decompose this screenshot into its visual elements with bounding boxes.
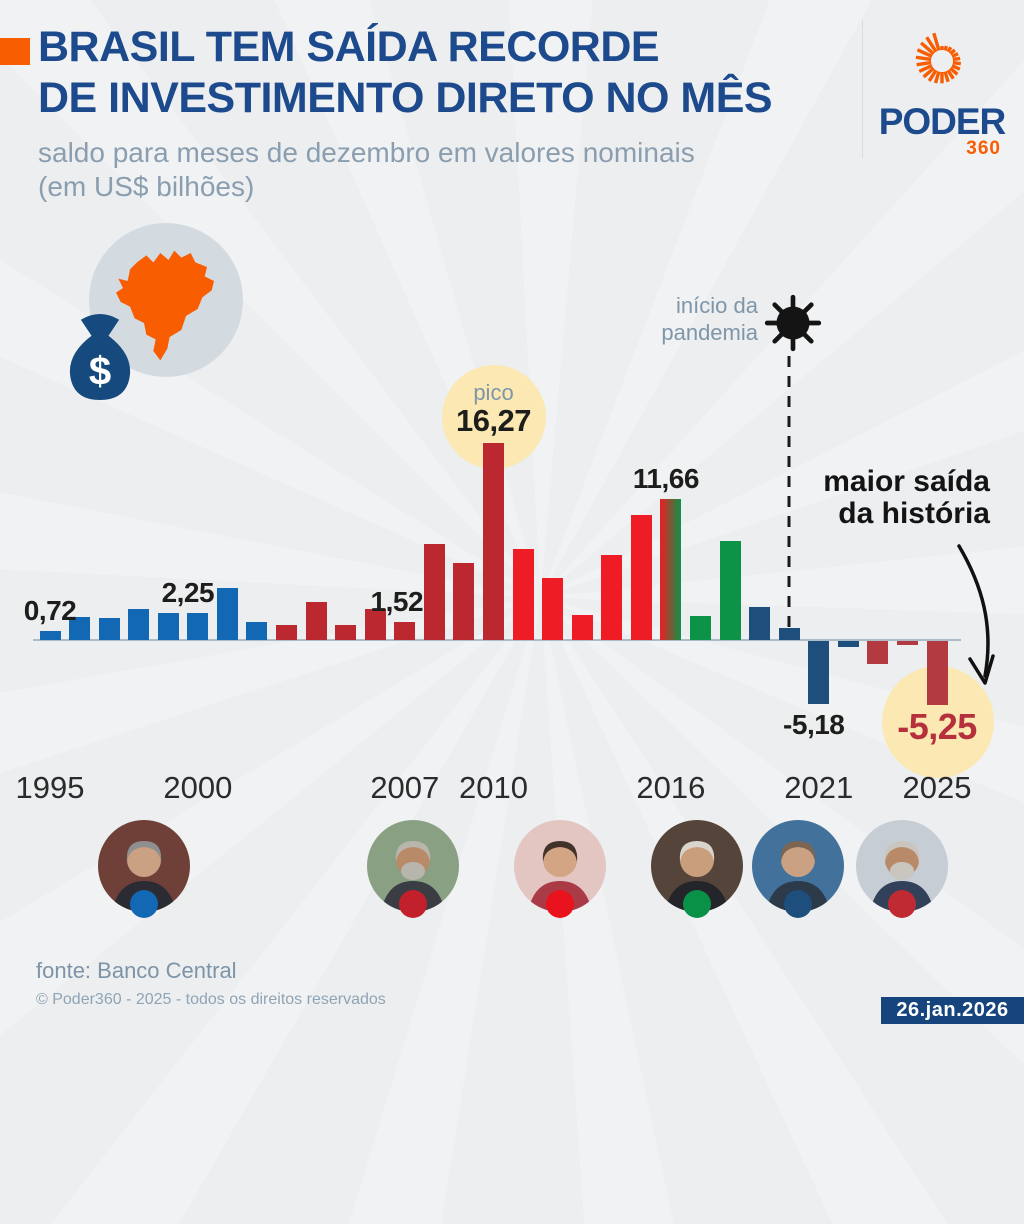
bar-2015 bbox=[630, 515, 652, 640]
term-color-dot-lula-2 bbox=[888, 890, 916, 918]
year-tick-1995: 1995 bbox=[15, 770, 85, 805]
poder360-logo: PODER 360 bbox=[874, 22, 1010, 159]
record-line-1: maior saída bbox=[823, 465, 990, 498]
president-bolsonaro bbox=[752, 820, 844, 918]
money-bag-icon: $ bbox=[69, 314, 131, 401]
year-tick-2007: 2007 bbox=[370, 770, 440, 805]
term-color-dot-dilma bbox=[546, 890, 574, 918]
peak-label: pico 16,27 bbox=[455, 380, 532, 439]
value-label-2021: -5,18 bbox=[783, 708, 845, 740]
bar-2019 bbox=[749, 607, 771, 640]
bar-2021 bbox=[808, 641, 830, 704]
title-line-1: BRASIL TEM SAÍDA RECORDE bbox=[38, 23, 660, 71]
value-label-2016: 11,66 bbox=[632, 462, 700, 494]
date-badge: 26.jan.2026 bbox=[881, 997, 1024, 1024]
year-tick-2016: 2016 bbox=[636, 770, 706, 805]
bar-2022 bbox=[837, 641, 859, 648]
year-tick-2021: 2021 bbox=[784, 770, 854, 805]
president-dilma bbox=[514, 820, 606, 918]
value-label-2010: 16,27 bbox=[455, 403, 532, 439]
source-credit: fonte: Banco Central bbox=[36, 958, 237, 983]
term-color-dot-fhc bbox=[130, 890, 158, 918]
x-axis-line bbox=[33, 639, 961, 641]
peak-tag: pico bbox=[473, 380, 514, 406]
year-tick-2000: 2000 bbox=[163, 770, 233, 805]
bar-2018 bbox=[719, 540, 741, 640]
bar-2025 bbox=[926, 641, 948, 705]
value-label-2025: -5,25 bbox=[897, 705, 977, 747]
value-label-2007: 1,52 bbox=[370, 585, 424, 617]
bar-2005 bbox=[335, 625, 357, 640]
bar-2017 bbox=[689, 615, 711, 640]
president-lula bbox=[367, 820, 459, 918]
logo-divider bbox=[862, 20, 863, 158]
bar-2016 bbox=[660, 498, 682, 640]
brazil-map-icon bbox=[116, 250, 214, 361]
bar-2002 bbox=[246, 621, 268, 640]
bar-2023 bbox=[867, 641, 889, 664]
record-annotation: maior saída da história bbox=[823, 466, 990, 530]
pandemic-annotation: início da pandemia bbox=[661, 292, 758, 346]
president-fhc bbox=[98, 820, 190, 918]
bar-1996 bbox=[69, 617, 91, 640]
bar-2020 bbox=[778, 627, 800, 640]
bar-2007 bbox=[394, 621, 416, 640]
bar-2011 bbox=[512, 549, 534, 640]
svg-text:$: $ bbox=[89, 349, 111, 394]
bar-1999 bbox=[157, 613, 179, 640]
logo-brand: PODER bbox=[878, 101, 1007, 142]
president-photo-fhc bbox=[98, 820, 190, 912]
pandemic-line-2: pandemia bbox=[661, 320, 758, 345]
bar-1998 bbox=[128, 608, 150, 640]
president-lula-2 bbox=[856, 820, 948, 918]
value-label-1995: 0,72 bbox=[23, 595, 77, 627]
copyright-text: © Poder360 - 2025 - todos os direitos re… bbox=[36, 991, 386, 1008]
bar-2009 bbox=[453, 562, 475, 640]
virus-icon bbox=[764, 294, 822, 352]
bar-2006 bbox=[364, 608, 386, 640]
page-subtitle: saldo para meses de dezembro em valores … bbox=[38, 136, 695, 204]
bar-2012 bbox=[542, 578, 564, 640]
bar-1995 bbox=[39, 631, 61, 640]
bar-2008 bbox=[423, 544, 445, 640]
pandemic-line-1: início da bbox=[676, 293, 758, 318]
bar-1997 bbox=[98, 618, 120, 640]
year-tick-2010: 2010 bbox=[459, 770, 528, 805]
value-label-2000: 2,25 bbox=[161, 576, 215, 608]
title-line-2: DE INVESTIMENTO DIRETO NO MÊS bbox=[38, 74, 773, 122]
bar-chart: 0,72 2,25 1,52 pico 16,27 11,66 -5,18 -5,25 bbox=[23, 365, 994, 778]
subtitle-line-2: (em US$ bilhões) bbox=[38, 171, 255, 202]
bar-2024 bbox=[896, 641, 918, 645]
bar-2010 bbox=[483, 443, 504, 640]
subtitle-line-1: saldo para meses de dezembro em valores … bbox=[38, 137, 695, 168]
bar-2003 bbox=[276, 625, 298, 640]
president-photo-lula bbox=[367, 820, 459, 912]
president-photo-lula-2 bbox=[856, 820, 948, 912]
president-temer bbox=[651, 820, 743, 918]
term-color-dot-lula bbox=[399, 890, 427, 918]
sunburst-icon bbox=[915, 32, 962, 84]
bar-2001 bbox=[216, 587, 238, 640]
record-line-2: da história bbox=[838, 497, 990, 530]
accent-square bbox=[0, 38, 30, 65]
bar-2013 bbox=[571, 614, 593, 640]
logo-suffix: 360 bbox=[966, 138, 1001, 159]
bar-2004 bbox=[305, 602, 327, 640]
bar-2014 bbox=[601, 555, 623, 640]
term-color-dot-temer bbox=[683, 890, 711, 918]
term-color-dot-bolsonaro bbox=[784, 890, 812, 918]
bar-2000 bbox=[187, 612, 209, 640]
page-title: BRASIL TEM SAÍDA RECORDE DE INVESTIMENTO… bbox=[38, 22, 773, 124]
year-tick-2025: 2025 bbox=[902, 770, 972, 805]
